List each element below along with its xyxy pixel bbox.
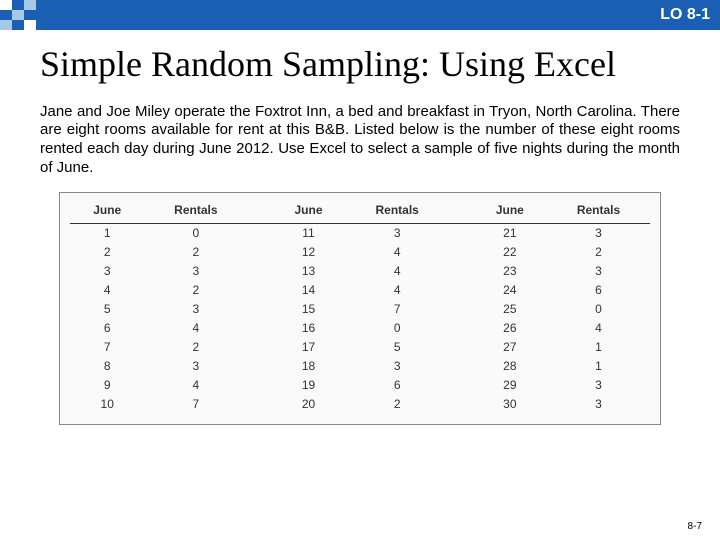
corner-logo: [0, 0, 36, 30]
table-row: 53 157 250: [70, 300, 650, 319]
table-cell: 15: [271, 300, 345, 319]
table-cell: 3: [547, 395, 650, 414]
table-cell: 3: [346, 357, 449, 376]
table-cell: 3: [144, 262, 247, 281]
table-row: 33134233: [70, 262, 650, 281]
table-cell: 1: [547, 338, 650, 357]
table-cell: 8: [70, 357, 144, 376]
table-cell: 3: [346, 223, 449, 243]
table-cell: 2: [144, 243, 247, 262]
table-cell: 7: [70, 338, 144, 357]
table-cell: 4: [144, 376, 247, 395]
table-cell: 4: [346, 281, 449, 300]
table-cell: 22: [473, 243, 547, 262]
table-cell: 6: [70, 319, 144, 338]
table-cell: 4: [346, 262, 449, 281]
table-row: 10113213: [70, 223, 650, 243]
table-cell: 6: [547, 281, 650, 300]
col-header: June: [70, 199, 144, 224]
table-cell: 10: [70, 395, 144, 414]
table-cell: 2: [144, 338, 247, 357]
table-cell: 26: [473, 319, 547, 338]
table-header-row: June Rentals June Rentals June Rentals: [70, 199, 650, 224]
table-cell: 14: [271, 281, 345, 300]
table-cell: 9: [70, 376, 144, 395]
table-cell: 7: [346, 300, 449, 319]
table-cell: 4: [70, 281, 144, 300]
col-header: June: [271, 199, 345, 224]
learning-objective-label: LO 8-1: [660, 6, 710, 24]
page-title: Simple Random Sampling: Using Excel: [40, 45, 680, 85]
table-cell: 2: [346, 395, 449, 414]
body-paragraph: Jane and Joe Miley operate the Foxtrot I…: [40, 103, 680, 178]
table-cell: 4: [144, 319, 247, 338]
rentals-table: June Rentals June Rentals June Rentals 1…: [70, 199, 650, 414]
table-cell: 5: [346, 338, 449, 357]
table-cell: 7: [144, 395, 247, 414]
table-cell: 11: [271, 223, 345, 243]
col-header: Rentals: [346, 199, 449, 224]
table-cell: 19: [271, 376, 345, 395]
table-row: 94 196 293: [70, 376, 650, 395]
table-cell: 13: [271, 262, 345, 281]
table-cell: 12: [271, 243, 345, 262]
table-cell: 21: [473, 223, 547, 243]
table-cell: 3: [547, 262, 650, 281]
table-cell: 24: [473, 281, 547, 300]
table-cell: 1: [70, 223, 144, 243]
table-cell: 17: [271, 338, 345, 357]
col-header: June: [473, 199, 547, 224]
table-cell: 27: [473, 338, 547, 357]
table-cell: 3: [70, 262, 144, 281]
table-cell: 2: [144, 281, 247, 300]
table-cell: 5: [70, 300, 144, 319]
table-cell: 25: [473, 300, 547, 319]
table-cell: 6: [346, 376, 449, 395]
table-cell: 3: [144, 300, 247, 319]
table-cell: 16: [271, 319, 345, 338]
table-cell: 30: [473, 395, 547, 414]
table-cell: 2: [70, 243, 144, 262]
table-row: 64160264: [70, 319, 650, 338]
table-cell: 3: [144, 357, 247, 376]
table-cell: 18: [271, 357, 345, 376]
table-cell: 0: [547, 300, 650, 319]
table-row: 42144246: [70, 281, 650, 300]
table-cell: 3: [547, 376, 650, 395]
table-cell: 2: [547, 243, 650, 262]
col-header: Rentals: [547, 199, 650, 224]
table-cell: 0: [144, 223, 247, 243]
table-cell: 0: [346, 319, 449, 338]
table-row: 72 175 271: [70, 338, 650, 357]
header-bar: LO 8-1: [0, 0, 720, 30]
table-cell: 1: [547, 357, 650, 376]
table-cell: 28: [473, 357, 547, 376]
content-area: Simple Random Sampling: Using Excel Jane…: [0, 30, 720, 425]
table-cell: 23: [473, 262, 547, 281]
table-row: 83183281: [70, 357, 650, 376]
table-cell: 4: [346, 243, 449, 262]
table-row: 107 202 303: [70, 395, 650, 414]
col-header: Rentals: [144, 199, 247, 224]
page-number: 8-7: [688, 521, 702, 532]
data-table-container: June Rentals June Rentals June Rentals 1…: [59, 192, 661, 425]
table-row: 22124222: [70, 243, 650, 262]
table-cell: 3: [547, 223, 650, 243]
table-cell: 20: [271, 395, 345, 414]
table-cell: 4: [547, 319, 650, 338]
table-cell: 29: [473, 376, 547, 395]
